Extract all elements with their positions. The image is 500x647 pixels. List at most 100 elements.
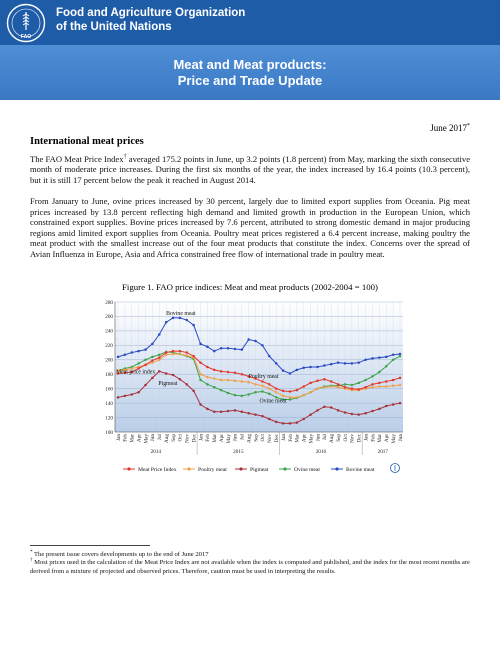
section-title: International meat prices <box>30 136 144 147</box>
data-point <box>384 385 388 388</box>
data-point <box>116 396 120 399</box>
data-point <box>384 404 388 408</box>
data-point <box>261 380 264 383</box>
legend-marker <box>335 467 339 471</box>
data-point <box>398 354 402 358</box>
data-point <box>240 348 244 351</box>
data-point <box>199 403 202 406</box>
data-point <box>247 380 250 384</box>
org-name: Food and Agriculture Organization of the… <box>56 6 245 34</box>
x-tick-label: Apr <box>384 434 390 442</box>
data-point <box>371 409 374 413</box>
data-point <box>116 355 120 359</box>
paragraph-1-rest: averaged 175.2 points in June, up 3.2 po… <box>30 153 471 186</box>
data-point <box>336 383 340 386</box>
data-point <box>233 409 237 412</box>
legend-entry: Pigmeat <box>250 467 269 473</box>
data-point <box>295 396 299 399</box>
data-point <box>323 364 326 367</box>
x-tick-label: May <box>391 434 397 444</box>
footnote-1-text: The present issue covers developments up… <box>32 551 209 559</box>
data-point <box>295 421 299 424</box>
data-point <box>151 376 154 380</box>
x-tick-label: Dec <box>357 433 363 442</box>
y-tick-label: 220 <box>105 343 113 349</box>
data-point <box>151 355 154 359</box>
data-point <box>281 369 285 372</box>
x-tick-label: Jul <box>157 433 163 440</box>
x-tick-label: Feb <box>370 434 376 442</box>
org-name-line1: Food and Agriculture Organization <box>56 7 246 19</box>
data-point <box>316 365 319 369</box>
header-bar: FAO Food and Agriculture Organization of… <box>0 0 500 45</box>
legend-marker <box>187 467 191 471</box>
data-point <box>219 370 223 373</box>
data-point <box>302 385 305 388</box>
data-point <box>288 390 292 393</box>
series-annotation: Ovine meat <box>260 398 287 404</box>
data-point <box>233 379 237 382</box>
data-point <box>178 316 182 320</box>
data-point <box>206 365 209 369</box>
svg-text:FAO: FAO <box>21 34 31 40</box>
x-tick-label: Jan <box>363 434 369 441</box>
legend-entry: Poultry meat <box>198 467 227 473</box>
data-point <box>357 413 360 416</box>
data-point <box>364 411 367 415</box>
footnote-2: † Most prices used in the calculation of… <box>30 557 470 576</box>
data-point <box>281 422 285 425</box>
data-point <box>316 379 319 382</box>
x-tick-label: Jan <box>198 434 204 441</box>
data-point <box>158 370 161 373</box>
data-point <box>213 410 216 414</box>
data-point <box>219 346 223 350</box>
data-point <box>391 378 395 382</box>
data-point <box>343 383 347 386</box>
data-point <box>206 345 209 349</box>
data-point <box>192 389 195 393</box>
data-point <box>137 362 140 365</box>
data-point <box>226 409 230 413</box>
data-point <box>116 372 120 375</box>
x-tick-label: Apr <box>136 434 142 442</box>
data-point <box>329 380 333 383</box>
data-point <box>151 359 154 362</box>
y-tick-label: 180 <box>105 372 113 378</box>
data-point <box>391 353 395 356</box>
data-point <box>364 358 367 362</box>
data-point <box>391 384 395 388</box>
data-point <box>288 398 292 401</box>
data-point <box>199 361 202 364</box>
data-point <box>213 385 216 389</box>
x-tick-label: May <box>143 434 149 444</box>
x-tick-label: Feb <box>288 434 294 442</box>
y-tick-label: 140 <box>105 401 113 407</box>
data-point <box>378 381 381 385</box>
issue-date: June 2017* <box>430 123 470 133</box>
data-point <box>329 406 333 409</box>
data-point <box>302 417 305 421</box>
legend-entry: Meat Price Index <box>138 467 177 473</box>
paragraph-2: From January to June, ovine prices incre… <box>30 196 470 259</box>
x-tick-label: Aug <box>164 434 170 443</box>
data-point <box>192 323 195 327</box>
data-point <box>364 385 367 389</box>
footnote-2-marker: † <box>30 558 33 563</box>
x-tick-label: Nov <box>185 434 191 443</box>
data-point <box>254 377 257 380</box>
data-point <box>274 420 278 424</box>
data-point <box>206 375 209 379</box>
data-point <box>378 356 381 359</box>
data-point <box>329 362 333 366</box>
y-tick-label: 240 <box>105 329 113 335</box>
data-point <box>378 407 381 411</box>
data-point <box>398 401 402 405</box>
data-point <box>144 383 147 387</box>
data-point <box>123 353 127 356</box>
data-point <box>185 318 189 322</box>
data-point <box>171 316 175 320</box>
data-point <box>268 417 271 421</box>
data-point <box>219 388 223 392</box>
data-point <box>378 370 381 374</box>
